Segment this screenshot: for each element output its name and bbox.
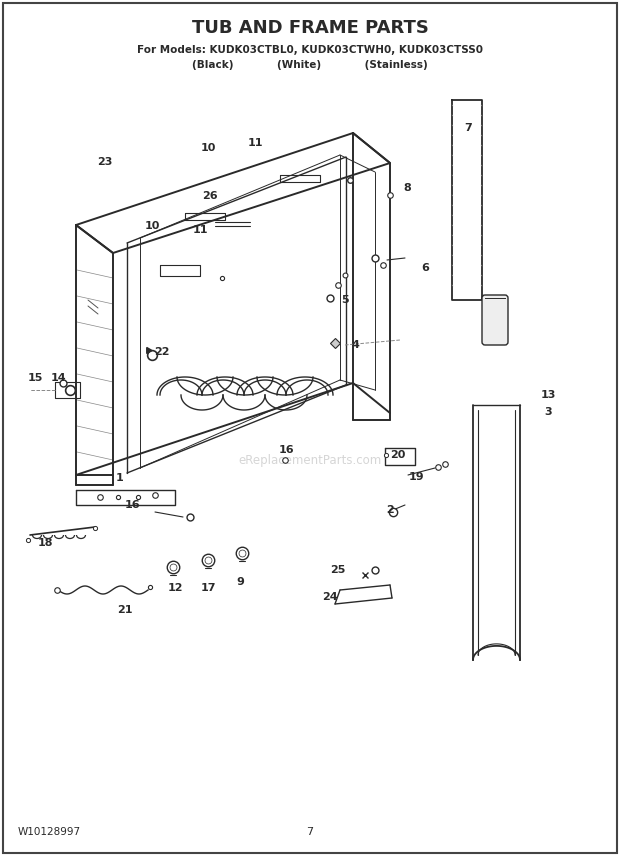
Text: For Models: KUDK03CTBL0, KUDK03CTWH0, KUDK03CTSS0: For Models: KUDK03CTBL0, KUDK03CTWH0, KU… xyxy=(137,45,483,55)
Text: 10: 10 xyxy=(144,221,160,231)
Text: 6: 6 xyxy=(421,263,429,273)
Text: 2: 2 xyxy=(386,505,394,515)
Text: 9: 9 xyxy=(236,577,244,587)
Text: 7: 7 xyxy=(306,827,314,837)
Text: 5: 5 xyxy=(341,295,349,305)
Text: 15: 15 xyxy=(27,373,43,383)
Text: TUB AND FRAME PARTS: TUB AND FRAME PARTS xyxy=(192,19,428,37)
FancyBboxPatch shape xyxy=(482,295,508,345)
Text: 11: 11 xyxy=(247,138,263,148)
Text: 22: 22 xyxy=(154,347,170,357)
Text: 17: 17 xyxy=(200,583,216,593)
Text: 21: 21 xyxy=(117,605,133,615)
Text: 23: 23 xyxy=(97,157,113,167)
Text: 20: 20 xyxy=(391,450,405,460)
Text: eReplacementParts.com: eReplacementParts.com xyxy=(238,454,382,467)
Text: 1: 1 xyxy=(116,473,124,483)
Text: 4: 4 xyxy=(351,340,359,350)
Text: 7: 7 xyxy=(464,123,472,133)
Text: 11: 11 xyxy=(192,225,208,235)
Text: 26: 26 xyxy=(202,191,218,201)
Text: 24: 24 xyxy=(322,592,338,602)
Text: 16: 16 xyxy=(125,500,141,510)
Text: 25: 25 xyxy=(330,565,346,575)
Text: 14: 14 xyxy=(50,373,66,383)
Text: 10: 10 xyxy=(200,143,216,153)
Text: 18: 18 xyxy=(37,538,53,548)
Text: W10128997: W10128997 xyxy=(18,827,81,837)
Text: 12: 12 xyxy=(167,583,183,593)
Text: 3: 3 xyxy=(544,407,552,417)
Text: (Black)            (White)            (Stainless): (Black) (White) (Stainless) xyxy=(192,60,428,70)
Text: 19: 19 xyxy=(409,472,425,482)
Text: 8: 8 xyxy=(403,183,411,193)
Text: 13: 13 xyxy=(540,390,556,400)
Text: 16: 16 xyxy=(278,445,294,455)
